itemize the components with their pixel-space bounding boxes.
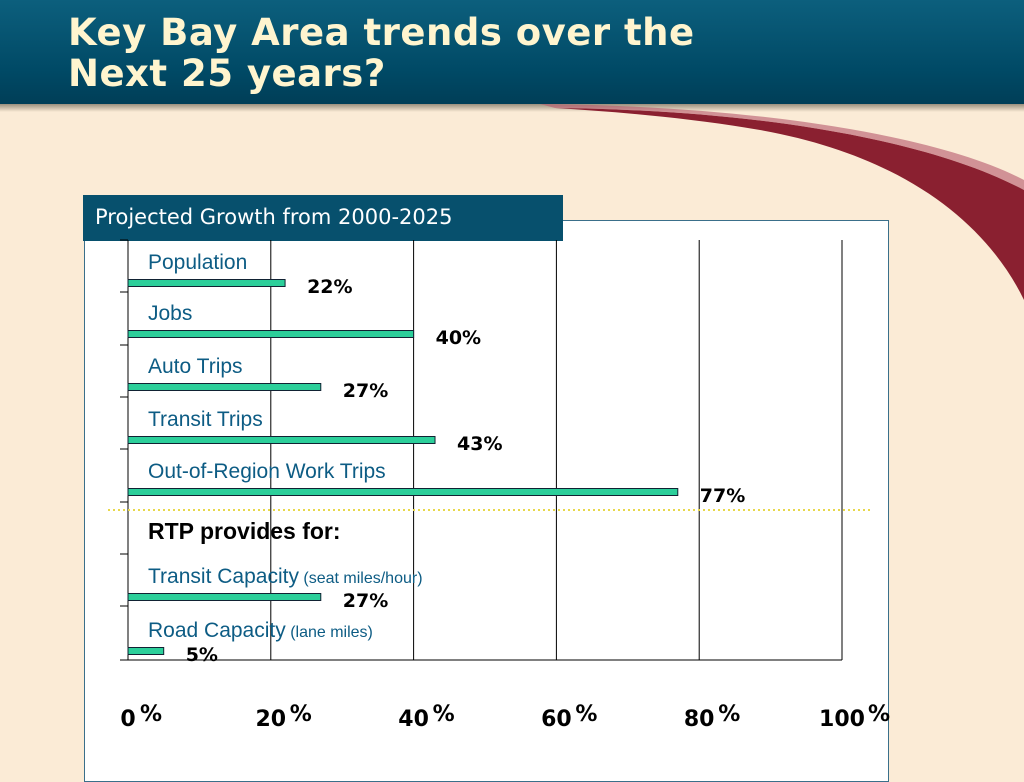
- rtp-section-label: RTP provides for:: [148, 518, 341, 544]
- bar-population: [127, 279, 286, 287]
- bar-transit-trips: [127, 436, 436, 444]
- slide-title: Key Bay Area trends over the Next 25 yea…: [68, 12, 695, 94]
- slide-title-line-2: Next 25 years?: [68, 52, 386, 95]
- x-tick-percent: %: [290, 702, 312, 727]
- category-label: Transit Capacity (seat miles/hour): [148, 565, 423, 588]
- category-label: Auto Trips: [148, 355, 243, 378]
- slide-title-line-1: Key Bay Area trends over the: [68, 11, 695, 54]
- value-label: 27%: [343, 590, 388, 612]
- title-bar: Key Bay Area trends over the Next 25 yea…: [0, 0, 1024, 104]
- category-label: Out-of-Region Work Trips: [148, 460, 386, 483]
- category-label: Road Capacity (lane miles): [148, 619, 373, 642]
- decorative-swoosh: [540, 104, 1024, 300]
- category-label: Transit Trips: [148, 408, 263, 431]
- value-label: 43%: [457, 433, 502, 455]
- title-bar-shadow: [0, 104, 1024, 112]
- x-tick-label-0: 0: [120, 707, 135, 732]
- bar-road-capacity: [127, 647, 165, 655]
- x-tick-label-60: 60: [541, 707, 572, 732]
- x-tick-label-80: 80: [684, 707, 715, 732]
- x-axis-ticks: 0% 20% 40% 60% 80% 100%: [120, 702, 890, 732]
- x-tick-percent: %: [140, 702, 162, 727]
- gridlines: [120, 239, 843, 661]
- chart-panel: [84, 220, 889, 782]
- x-tick-label-40: 40: [398, 707, 429, 732]
- x-tick-percent: %: [718, 702, 740, 727]
- category-label: Jobs: [148, 302, 192, 325]
- x-tick-label-100: 100: [819, 707, 865, 732]
- value-label: 77%: [700, 485, 745, 507]
- value-label: 27%: [343, 380, 388, 402]
- x-tick-percent: %: [575, 702, 597, 727]
- x-tick-label-20: 20: [255, 707, 286, 732]
- x-tick-percent: %: [433, 702, 455, 727]
- value-label: 22%: [307, 276, 352, 298]
- bar-out-of-region-work-trips: [127, 488, 679, 496]
- bar-transit-capacity: [127, 593, 322, 601]
- bar-auto-trips: [127, 383, 322, 391]
- value-label: 40%: [436, 327, 481, 349]
- bar-jobs: [127, 330, 415, 338]
- value-label: 5%: [186, 644, 218, 666]
- category-label: Population: [148, 251, 247, 274]
- chart-title: Projected Growth from 2000-2025: [83, 195, 563, 241]
- x-tick-percent: %: [868, 702, 890, 727]
